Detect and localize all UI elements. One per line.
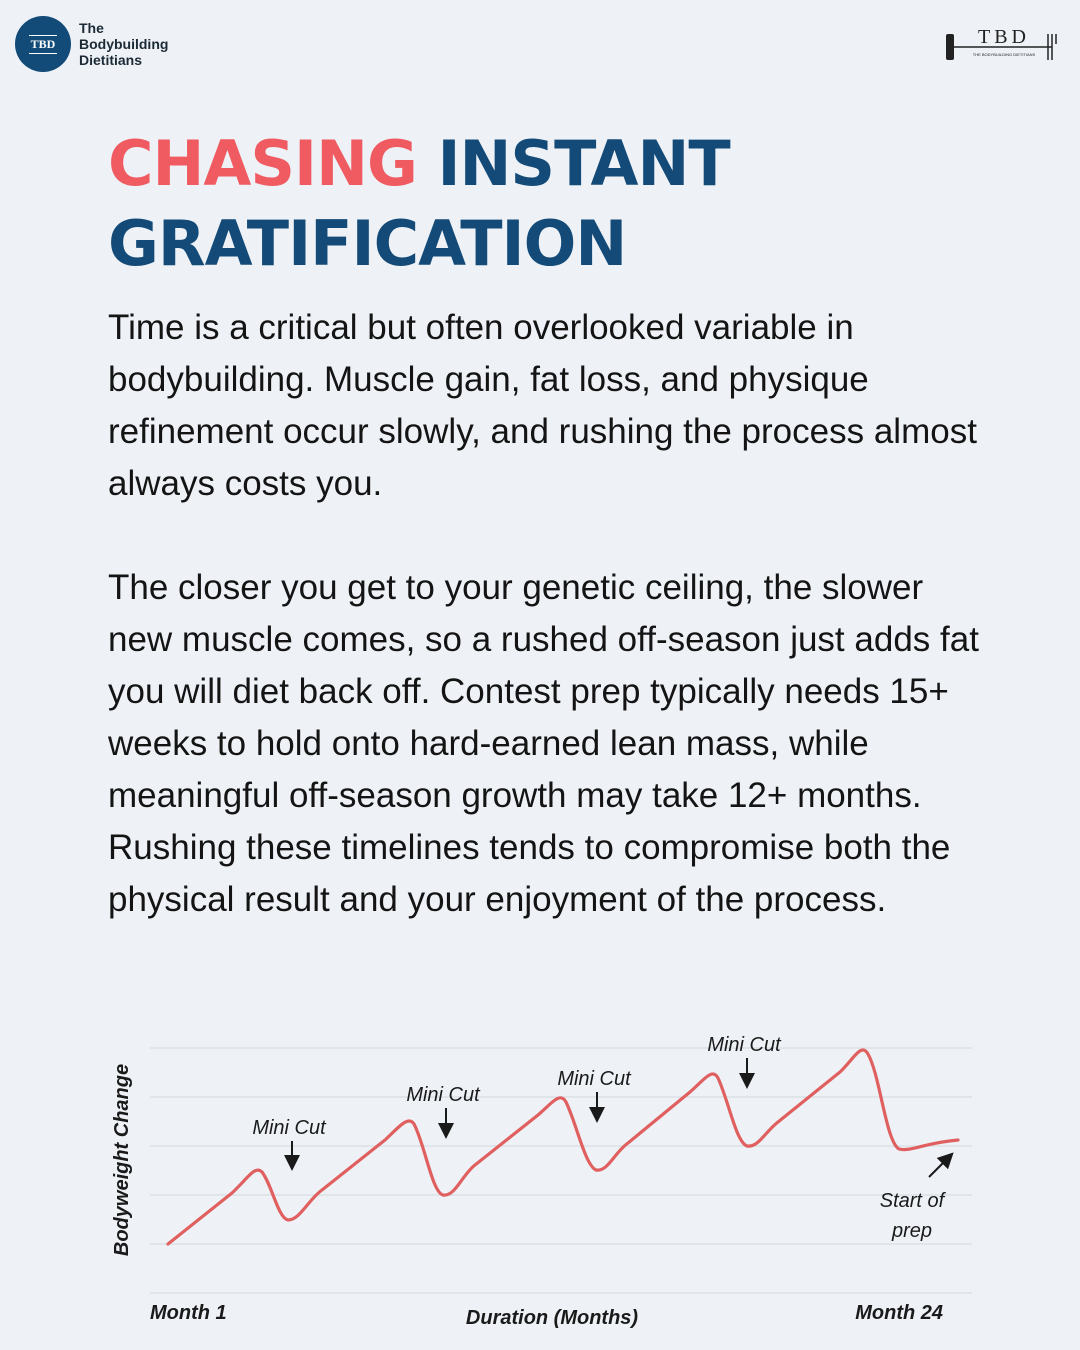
brand-name-line2: Bodybuilding bbox=[79, 36, 169, 52]
annotation-mini-cut-2: Mini Cut bbox=[406, 1084, 481, 1106]
tbd-logo-right: TBD THE BODYBUILDING DIETITIANS bbox=[946, 26, 1057, 60]
tbd-logo-tagline: THE BODYBUILDING DIETITIANS bbox=[973, 52, 1036, 57]
paragraph-1: Time is a critical but often overlooked … bbox=[108, 308, 977, 503]
annotation-mini-cut-4: Mini Cut bbox=[707, 1034, 782, 1056]
brand-badge-text: TBD bbox=[28, 34, 58, 54]
title-word-instant: INSTANT bbox=[437, 127, 730, 200]
annotation-start-of: Start of bbox=[880, 1190, 947, 1212]
page-title: CHASING INSTANT GRATIFICATION bbox=[108, 124, 731, 284]
title-accent: CHASING bbox=[108, 127, 418, 200]
annotation-mini-cut-1: Mini Cut bbox=[252, 1117, 327, 1139]
x-axis-label: Duration (Months) bbox=[466, 1307, 639, 1329]
y-axis-label: Bodyweight Change bbox=[111, 1064, 133, 1256]
annotation-prep: prep bbox=[891, 1220, 932, 1242]
tbd-logo-text: TBD bbox=[978, 26, 1030, 48]
annotation-mini-cut-3: Mini Cut bbox=[557, 1068, 632, 1090]
barbell-plate-icon bbox=[946, 34, 954, 60]
brand-badge: TBD bbox=[15, 16, 71, 72]
brand-name: The Bodybuilding Dietitians bbox=[79, 20, 168, 68]
bodyweight-chart: Bodyweight Change Duration (Months) Mont… bbox=[111, 1034, 972, 1329]
bodyweight-line bbox=[166, 1048, 960, 1246]
title-line2: GRATIFICATION bbox=[108, 207, 627, 280]
x-tick-month-24: Month 24 bbox=[855, 1302, 943, 1324]
paragraph-2: The closer you get to your genetic ceili… bbox=[108, 568, 979, 919]
brand-name-line1: The bbox=[79, 20, 104, 36]
brand-header: TBD The Bodybuilding Dietitians bbox=[15, 16, 168, 72]
brand-name-line3: Dietitians bbox=[79, 52, 143, 68]
fork-icon bbox=[1047, 34, 1057, 60]
arrow-up-right-icon bbox=[928, 1152, 954, 1178]
x-tick-month-1: Month 1 bbox=[150, 1302, 227, 1324]
